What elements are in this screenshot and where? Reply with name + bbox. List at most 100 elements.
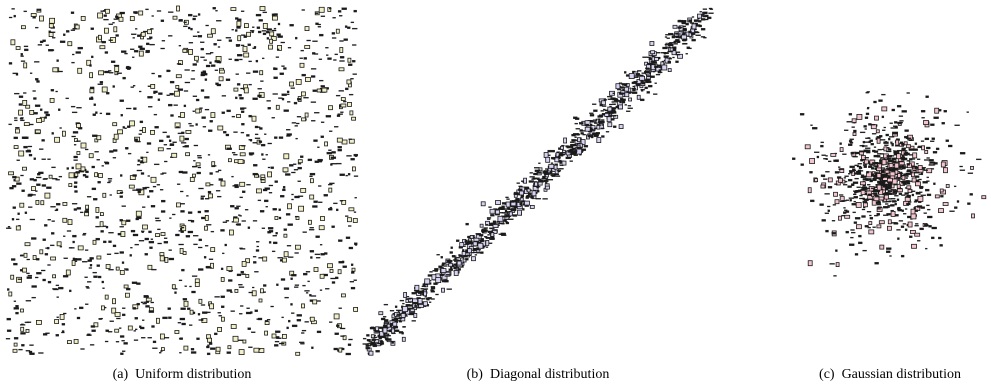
data-point: [262, 158, 266, 160]
data-point: [624, 71, 627, 74]
data-point: [876, 137, 881, 144]
data-point: [268, 184, 274, 187]
data-point: [193, 144, 199, 147]
data-point: [646, 56, 651, 58]
data-point: [642, 56, 647, 58]
data-point: [204, 73, 208, 76]
data-point: [555, 175, 561, 177]
data-point: [639, 74, 644, 77]
data-point: [291, 324, 298, 328]
data-point: [281, 316, 284, 319]
data-point: [825, 171, 830, 173]
data-point: [864, 128, 867, 130]
data-point: [253, 46, 257, 49]
data-point: [201, 216, 206, 220]
data-point: [893, 150, 896, 152]
data-point: [91, 165, 95, 169]
data-point: [27, 274, 33, 277]
data-point: [917, 165, 923, 170]
data-point: [898, 115, 904, 117]
data-point: [84, 276, 88, 278]
data-point: [423, 288, 429, 290]
data-point: [183, 25, 188, 28]
data-point: [948, 144, 953, 148]
data-point: [222, 252, 225, 255]
data-point: [698, 24, 702, 28]
data-point: [148, 307, 154, 312]
data-point: [892, 160, 896, 164]
data-point: [294, 252, 299, 254]
data-point: [872, 192, 878, 195]
data-point: [942, 202, 949, 206]
data-point: [658, 69, 662, 72]
data-point: [589, 114, 595, 117]
data-point: [362, 337, 367, 340]
data-point: [352, 60, 356, 63]
data-point: [115, 266, 120, 271]
data-point: [403, 292, 407, 298]
data-point: [300, 155, 304, 158]
data-point: [894, 195, 899, 197]
data-point: [198, 187, 204, 190]
data-point: [105, 112, 111, 116]
data-point: [241, 34, 246, 36]
data-point: [8, 16, 13, 19]
data-point: [873, 100, 877, 104]
data-point: [169, 80, 175, 84]
data-point: [215, 346, 221, 352]
data-point: [563, 137, 568, 144]
data-point: [664, 43, 669, 46]
data-point: [550, 149, 555, 153]
data-point: [681, 21, 686, 25]
data-point: [71, 61, 75, 64]
data-point: [181, 131, 185, 135]
data-point: [220, 267, 224, 271]
data-point: [409, 308, 415, 314]
data-point: [849, 142, 854, 144]
data-point: [85, 175, 89, 178]
data-point: [298, 205, 305, 212]
data-point: [695, 34, 701, 36]
data-point: [874, 196, 880, 198]
data-point: [304, 112, 309, 118]
data-point: [147, 96, 153, 99]
data-point: [155, 219, 161, 222]
data-point: [411, 320, 416, 322]
data-point: [50, 244, 55, 247]
data-point: [192, 165, 198, 168]
data-point: [193, 243, 198, 246]
data-point: [845, 230, 849, 234]
data-point: [860, 176, 864, 178]
data-point: [345, 174, 348, 177]
data-point: [704, 11, 708, 15]
data-point: [903, 154, 908, 156]
data-point: [234, 184, 239, 187]
data-point: [621, 83, 626, 85]
data-point: [668, 32, 674, 36]
data-point: [107, 178, 113, 180]
data-point: [822, 175, 825, 178]
data-point: [934, 194, 940, 199]
data-point: [472, 251, 475, 254]
data-point: [898, 192, 903, 196]
data-point: [90, 96, 94, 99]
data-point: [207, 344, 210, 346]
data-point: [202, 70, 206, 73]
data-point: [286, 133, 292, 136]
data-point: [506, 198, 510, 200]
data-point: [613, 101, 617, 103]
data-point: [98, 70, 104, 76]
uniform-distribution-svg: [5, 5, 359, 356]
data-point: [851, 203, 856, 206]
data-point: [277, 257, 283, 259]
data-point: [104, 70, 110, 74]
data-point: [176, 63, 182, 65]
data-point: [900, 156, 905, 160]
data-point: [699, 11, 702, 13]
data-point: [142, 187, 147, 190]
data-point: [457, 268, 461, 271]
data-point: [149, 246, 153, 249]
data-point: [351, 271, 355, 274]
data-point: [708, 12, 714, 14]
data-point: [139, 162, 145, 164]
